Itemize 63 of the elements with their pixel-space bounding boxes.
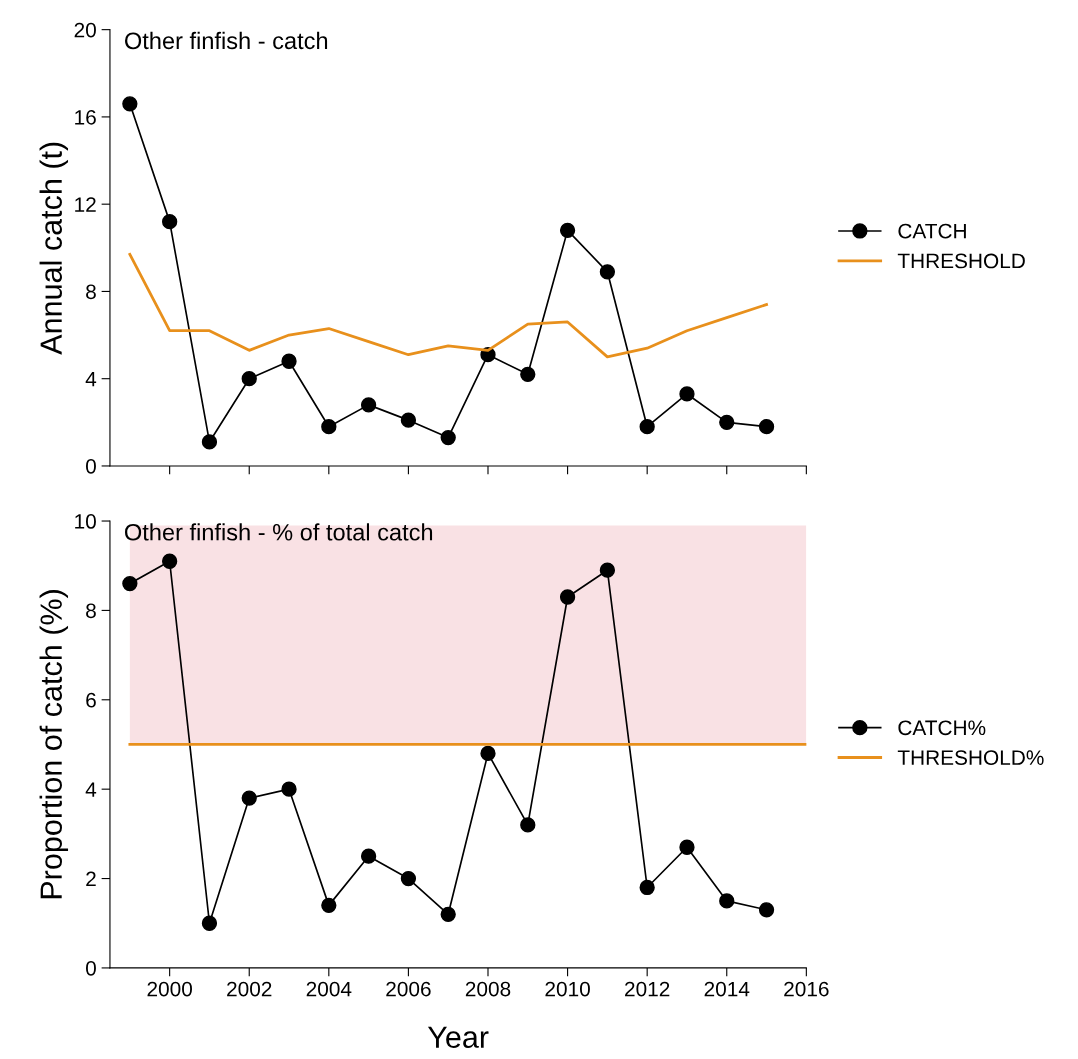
point xyxy=(281,353,297,369)
y-tick-label: 2 xyxy=(86,871,96,887)
point xyxy=(201,434,218,450)
x-tick-label: 2000 xyxy=(147,981,193,997)
point xyxy=(679,839,695,855)
y-tick-label: 10 xyxy=(75,514,96,529)
point xyxy=(639,419,655,435)
point xyxy=(480,745,496,762)
point xyxy=(360,848,377,864)
chart-title: Other finfish - % of total catch xyxy=(125,523,433,541)
y-tick-label: 6 xyxy=(86,692,96,708)
y-tick-label: 12 xyxy=(75,197,96,212)
x-tick-label: 2004 xyxy=(306,981,352,997)
x-tick-label: 2016 xyxy=(784,981,829,997)
point xyxy=(599,562,616,578)
point xyxy=(559,589,576,605)
x-tick-label: 2006 xyxy=(386,981,431,997)
y-tick-label: 8 xyxy=(86,284,96,300)
x-tick-label: 2002 xyxy=(227,981,272,997)
point xyxy=(360,397,377,413)
x-tick-label: 2010 xyxy=(545,981,590,997)
point xyxy=(122,96,138,112)
point xyxy=(400,412,417,428)
x-tick-label: 2012 xyxy=(625,981,670,997)
point xyxy=(520,817,536,833)
legend-label: CATCH% xyxy=(898,720,986,736)
y-tick-label: 0 xyxy=(85,458,96,474)
legend-label: THRESHOLD% xyxy=(897,750,1044,765)
y-tick-label: 0 xyxy=(85,960,96,976)
point xyxy=(520,366,536,382)
point xyxy=(241,790,257,806)
y-tick-label: 4 xyxy=(85,371,97,387)
point xyxy=(241,371,257,387)
legend-label: THRESHOLD xyxy=(897,253,1025,269)
point xyxy=(281,781,297,797)
x-tick-label: 2008 xyxy=(465,981,511,997)
point xyxy=(321,897,337,913)
x-tick-label: 2014 xyxy=(704,981,750,997)
point xyxy=(162,553,178,569)
chart-title: Other finfish - catch xyxy=(125,31,328,50)
point xyxy=(162,213,178,230)
y-tick-label: 16 xyxy=(75,109,96,125)
y-tick-label: 8 xyxy=(86,603,96,619)
point xyxy=(440,906,456,922)
x-axis-title: Year xyxy=(427,1026,489,1048)
point xyxy=(201,915,218,931)
point xyxy=(758,419,775,435)
point xyxy=(639,879,655,896)
y-axis-title: Proportion of catch (%) xyxy=(39,590,69,899)
point xyxy=(400,870,417,887)
point xyxy=(719,414,735,430)
point xyxy=(679,386,695,402)
y-axis-title: Annual catch (t) xyxy=(39,142,69,355)
y-tick-label: 20 xyxy=(74,22,96,38)
point xyxy=(559,222,576,238)
legend-label: CATCH xyxy=(898,223,966,239)
y-tick-label: 4 xyxy=(85,782,97,797)
point xyxy=(440,429,456,446)
point xyxy=(758,902,775,918)
point xyxy=(321,419,337,435)
point xyxy=(599,264,616,280)
point xyxy=(719,893,735,909)
point xyxy=(122,575,138,592)
